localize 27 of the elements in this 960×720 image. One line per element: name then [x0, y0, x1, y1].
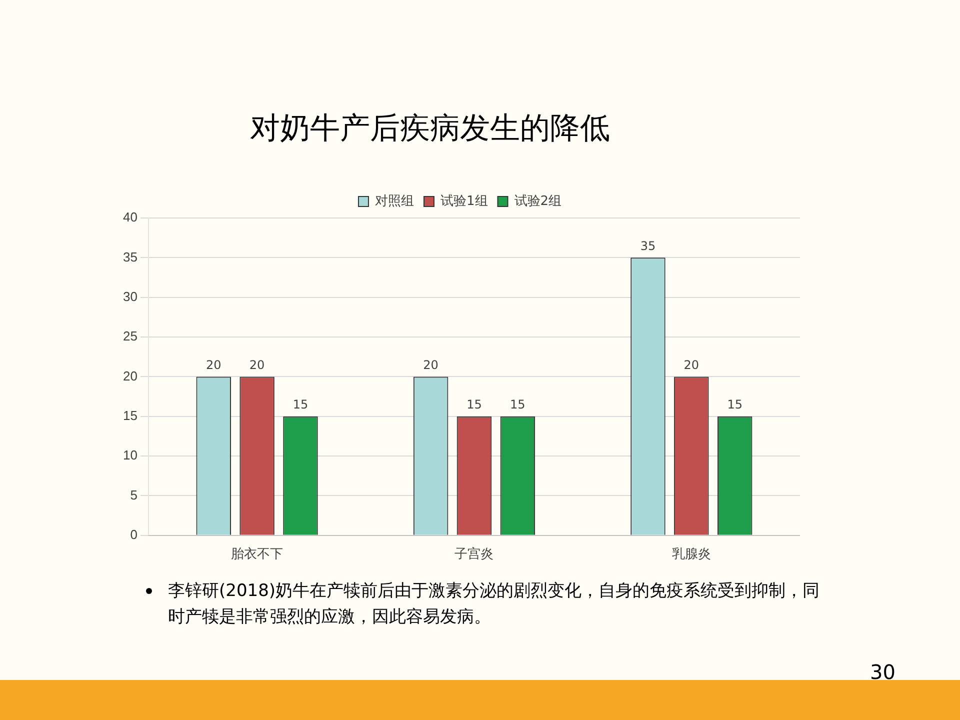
y-tick-label: 0: [130, 526, 138, 542]
y-tick-label: 30: [122, 288, 138, 304]
data-label: 15: [510, 398, 526, 412]
text: 李锌研(2018)奶牛在产犊前后由于激素分泌的剧烈变化，自身的免疫系统受到抑制，同时产犊是非常强烈的应激，因此容易发病。: [167, 580, 821, 629]
y-tick-label: 25: [122, 328, 138, 344]
chart-title: 对奶牛产后疾病发生的降低: [249, 110, 611, 148]
legend-label: 试验2组: [514, 194, 562, 209]
data-label: 20: [423, 358, 438, 372]
y-tick-label: 35: [122, 249, 138, 264]
y-tick-label: 5: [130, 487, 138, 502]
legend-label: 试验1组: [440, 194, 488, 209]
data-label: 35: [640, 238, 656, 253]
data-label: 15: [466, 398, 482, 412]
data-label: 20: [684, 358, 700, 372]
y-tick-label: 20: [122, 368, 138, 384]
data-label: 15: [292, 398, 308, 412]
data-label: 20: [249, 358, 265, 372]
y-tick-label: 15: [122, 408, 138, 423]
x-tick-label: 胎衣不下: [231, 546, 284, 561]
y-tick-label: 40: [122, 210, 138, 225]
x-tick-label: 子宫炎: [454, 546, 494, 561]
text: 30: [870, 660, 896, 684]
data-label: 20: [206, 358, 222, 372]
data-label: 15: [727, 398, 742, 412]
x-tick-label: 乳腺炎: [672, 546, 711, 561]
legend-label: 对照组: [374, 194, 414, 209]
y-tick-label: 10: [122, 448, 138, 463]
